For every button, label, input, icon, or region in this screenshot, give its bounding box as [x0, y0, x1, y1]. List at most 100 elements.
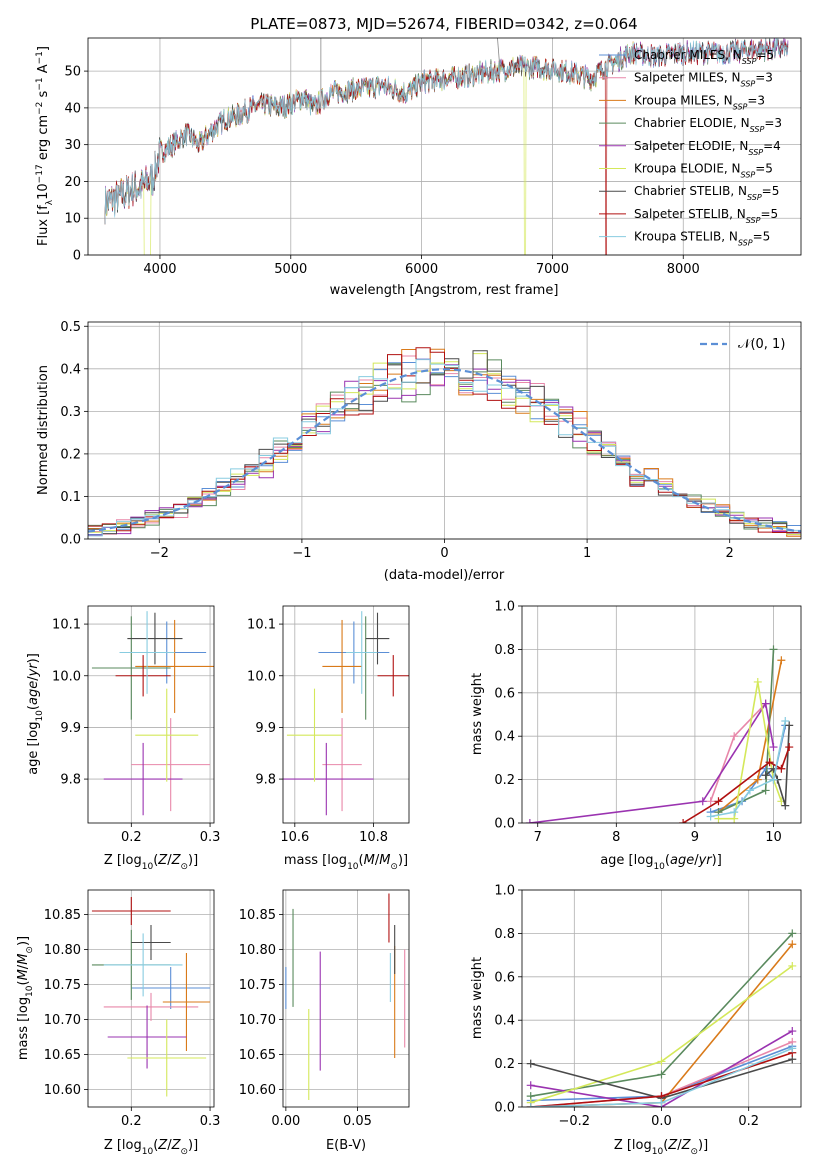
wz-xtick-label: 0.2 [738, 1114, 759, 1129]
massz-point-chabrier-stelib [131, 925, 171, 960]
wage-marker-salpeter-stelib [714, 797, 723, 806]
agemass-point-kroupa-miles [322, 619, 362, 713]
agez-ytick-label: 9.9 [60, 721, 81, 736]
wage-marker-salpeter-stelib [679, 819, 688, 823]
agemass-grid [283, 606, 409, 823]
wage-ytick-label: 0.4 [494, 730, 515, 745]
agemass-plot [283, 611, 409, 816]
massz-xtick-label: 0.2 [121, 1114, 142, 1129]
wz-ytick-label: 0.4 [494, 1014, 515, 1029]
wage-line-salpeter-elodie [529, 701, 775, 823]
hist-xlabel: (data-model)/error [384, 568, 505, 583]
agez-xtick-label: 0.3 [200, 830, 221, 845]
agemass-point-salpeter-elodie [283, 742, 374, 816]
massz-ylabel: mass [log10(M/M⊙)] [16, 936, 35, 1060]
wage-marker-salpeter-elodie [769, 743, 778, 752]
massebv-plot [285, 893, 406, 1100]
agemass-point-chabrier-stelib [365, 612, 390, 665]
spectrum-ytick-label: 30 [64, 138, 81, 153]
hist-normal-curve [88, 368, 801, 533]
wz-ytick-label: 0.0 [494, 1101, 515, 1116]
wage-marker-kroupa-miles [777, 656, 786, 665]
massebv-ytick-label: 10.60 [239, 1083, 276, 1098]
agemass-xtick-label: 10.6 [280, 830, 309, 845]
wz-marker-chabrier-elodie [788, 929, 797, 938]
figure-title: PLATE=0873, MJD=52674, FIBERID=0342, z=0… [250, 15, 637, 33]
wage-xtick-label: 10 [765, 830, 782, 845]
agez-ylabel: age [log10(age/yr)] [26, 653, 45, 775]
agez-point-kroupa-stelib [119, 611, 175, 694]
hist-xtick-label: 0 [440, 546, 448, 561]
spectrum-xtick-label: 8000 [667, 262, 700, 277]
spectrum-ytick-label: 20 [64, 175, 81, 190]
wage-xtick-label: 8 [612, 830, 620, 845]
hist-ytick-label: 0.2 [60, 447, 81, 462]
agemass-point-salpeter-stelib [377, 655, 409, 697]
spectrum-plot [104, 38, 789, 255]
spectrum-legend: Chabrier MILES, NSSP=5 Salpeter MILES, NS… [599, 48, 782, 247]
agemass-ytick-label: 10.1 [247, 618, 276, 633]
wage-xlabel: age [log10(age/yr)] [600, 853, 722, 872]
wz-marker-kroupa-stelib [788, 1044, 797, 1053]
massz-ytick-label: 10.80 [44, 943, 81, 958]
wage-xtick-label: 7 [534, 830, 542, 845]
agemass-frame [282, 605, 410, 824]
spectrum-xtick-label: 4000 [143, 262, 176, 277]
massz-ytick-label: 10.60 [44, 1083, 81, 1098]
wage-xtick-label: 9 [691, 830, 699, 845]
massebv-ytick-label: 10.85 [239, 908, 276, 923]
legend-label-chabrier-elodie: Chabrier ELODIE, NSSP=3 [634, 116, 782, 134]
wage-marker-salpeter-elodie [698, 797, 707, 806]
wage-marker-kroupa-elodie [714, 814, 723, 823]
massebv-frame [282, 889, 410, 1108]
agez-point-salpeter-miles [131, 718, 211, 812]
agez-point-kroupa-miles [135, 619, 214, 713]
wage-marker-salpeter-elodie [525, 819, 534, 823]
agez-axes: 0.2 0.3 9.8 9.9 10.0 10.1 Z [log10(Z/Z⊙)] age [… [26, 605, 221, 872]
wage-ytick-label: 0.8 [494, 643, 515, 658]
wage-frame [521, 605, 802, 824]
wage-ytick-label: 0.2 [494, 773, 515, 788]
agemass-ytick-label: 9.9 [255, 721, 276, 736]
massebv-axes: 0.00 0.05 10.60 10.65 10.70 10.75 10.80 10.85 E(… [239, 889, 410, 1153]
wz-marker-chabrier-elodie [657, 1070, 666, 1079]
massz-point-salpeter-miles [103, 992, 199, 1021]
wage-marker-kroupa-stelib [769, 775, 778, 784]
massz-plot [91, 897, 211, 1097]
massz-frame [87, 889, 215, 1108]
wz-marker-salpeter-elodie [526, 1081, 535, 1090]
massz-ytick-label: 10.70 [44, 1013, 81, 1028]
spectrum-kroupa-stelib [104, 38, 789, 225]
agemass-xlabel: mass [log10(M/M⊙)] [284, 853, 408, 872]
wage-marker-salpeter-stelib [785, 743, 794, 752]
wz-marker-kroupa-stelib [657, 1098, 666, 1107]
legend-label-salpeter-elodie: Salpeter ELODIE, NSSP=4 [634, 139, 781, 157]
spectrum-ytick-label: 10 [64, 212, 81, 227]
wz-ytick-label: 0.2 [494, 1057, 515, 1072]
wz-marker-chabrier-stelib [526, 1059, 535, 1068]
agemass-xtick-label: 10.8 [359, 830, 388, 845]
agez-ytick-label: 9.8 [60, 773, 81, 788]
wage-marker-chabrier-stelib [781, 801, 790, 810]
hist-axes: −2 −1 0 1 2 0.0 0.1 0.2 0.3 0.4 0.5 𝒩(0, 1) (data-mo… [36, 320, 802, 583]
hist-plot [88, 347, 801, 537]
wz-marker-salpeter-elodie [788, 1027, 797, 1036]
wage-marker-chabrier-elodie [769, 645, 778, 654]
wage-marker-salpeter-elodie [761, 699, 770, 708]
wage-marker-kroupa-stelib [745, 786, 754, 795]
hist-ytick-label: 0.1 [60, 490, 81, 505]
agemass-point-kroupa-stelib [346, 611, 378, 694]
wage-marker-chabrier-stelib [761, 771, 770, 780]
wage-marker-chabrier-stelib [785, 721, 794, 730]
spectrum-ylabel: Flux [fλ10−17 erg cm−2 s−1 A−1] [35, 46, 55, 246]
wz-xtick-label: 0.0 [651, 1114, 672, 1129]
agez-xtick-label: 0.2 [121, 830, 142, 845]
wz-line-salpeter-elodie [530, 1030, 793, 1107]
hist-ylabel: Normed distribution [36, 365, 51, 495]
wz-frame [521, 889, 802, 1108]
hist-xtick-label: 1 [583, 546, 591, 561]
massebv-xlabel: E(B-V) [326, 1138, 366, 1153]
massz-xlabel: Z [log10(Z/Z⊙)] [104, 1138, 198, 1157]
legend-label-salpeter-miles: Salpeter MILES, NSSP=3 [634, 71, 773, 89]
